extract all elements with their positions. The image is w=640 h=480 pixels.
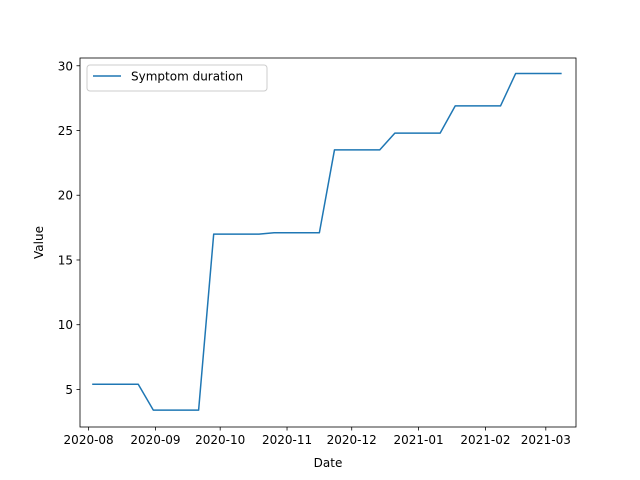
x-tick-label: 2021-02 xyxy=(460,433,510,447)
x-tick-label: 2020-11 xyxy=(262,433,312,447)
legend: Symptom duration xyxy=(86,64,268,92)
legend-label-symptom-duration: Symptom duration xyxy=(131,70,243,84)
x-tick-label: 2021-01 xyxy=(394,433,444,447)
series-layer xyxy=(92,72,562,411)
y-tick-label: 10 xyxy=(58,318,73,332)
plot-frame xyxy=(79,57,577,428)
x-tick-label: 2021-03 xyxy=(521,433,571,447)
series-line-0 xyxy=(92,72,562,411)
x-axis-label: Date xyxy=(314,456,343,470)
y-axis-label: Value xyxy=(32,226,46,259)
legend-box xyxy=(86,64,268,92)
plot-area xyxy=(80,58,576,427)
x-tick-label: 2020-09 xyxy=(130,433,180,447)
y-tick-label: 20 xyxy=(58,189,73,203)
y-tick-label: 30 xyxy=(58,59,73,73)
x-tick-label: 2020-08 xyxy=(64,433,114,447)
y-tick-label: 15 xyxy=(58,253,73,267)
x-tick-label: 2020-10 xyxy=(195,433,245,447)
x-axis-ticks: 2020-08 2020-09 2020-10 2020-11 2020-12 2021-… xyxy=(64,427,571,447)
y-tick-label: 25 xyxy=(58,124,73,138)
x-tick-label: 2020-12 xyxy=(327,433,377,447)
y-tick-label: 5 xyxy=(65,383,73,397)
y-axis-ticks: 5 10 15 20 25 30 xyxy=(58,59,80,397)
